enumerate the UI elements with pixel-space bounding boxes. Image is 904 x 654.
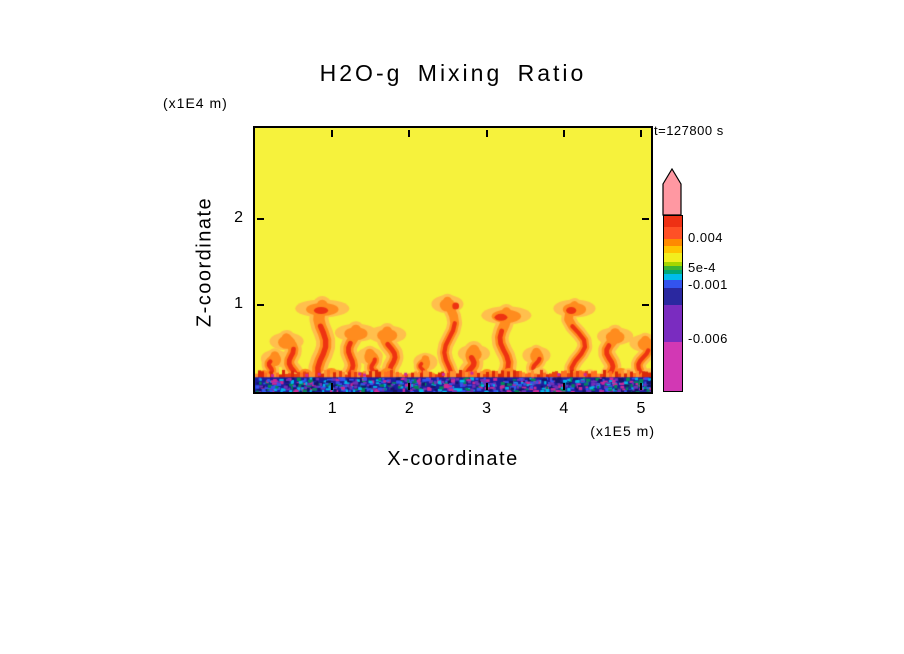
colorbar-segment [664, 244, 682, 253]
x-axis-label: X-coordinate [387, 448, 519, 470]
colorbar-segment [664, 341, 682, 391]
colorbar-label: 5e-4 [688, 259, 717, 275]
colorbar-segment [664, 304, 682, 342]
y-tick-label: 2 [234, 208, 243, 226]
y-axis-unit-label: (x1E4 m) [163, 95, 228, 111]
colorbar-label: -0.001 [688, 277, 728, 292]
x-tick-label: 1 [327, 400, 337, 417]
x-tick [485, 383, 488, 390]
x-tick [408, 383, 411, 390]
plot-area [253, 126, 653, 394]
y-tick-label: 1 [234, 295, 243, 313]
colorbar-segment [664, 215, 682, 228]
x-tick [331, 383, 334, 390]
x-tick [562, 130, 565, 137]
colorbar-segment [664, 237, 682, 246]
plot-title: H2O-g Mixing Ratio [319, 60, 587, 86]
x-tick-label: 5 [636, 400, 646, 417]
time-label: t=127800 s [654, 123, 724, 138]
colorbar-segment [664, 226, 682, 239]
x-axis-unit-label: (x1E5 m) [590, 423, 655, 439]
x-tick [331, 130, 334, 137]
colorbar-arrow [662, 168, 682, 216]
x-tick-label: 3 [482, 400, 492, 417]
colorbar-segment [664, 286, 682, 306]
heatmap-field [255, 128, 651, 392]
y-tick [642, 304, 649, 307]
x-tick [639, 130, 642, 137]
y-tick [257, 304, 264, 307]
x-tick [485, 130, 488, 137]
colorbar-segment [664, 251, 682, 263]
x-tick-label: 4 [559, 400, 569, 417]
colorbar-segment [664, 272, 682, 280]
x-tick [639, 383, 642, 390]
colorbar [663, 215, 683, 392]
x-tick-label: 2 [404, 400, 414, 417]
y-tick [257, 217, 264, 220]
colorbar-label: -0.006 [688, 331, 728, 347]
x-tick [408, 130, 411, 137]
x-tick [562, 383, 565, 390]
colorbar-label: 0.004 [688, 229, 724, 245]
y-tick [642, 217, 649, 220]
colorbar-segment [664, 278, 682, 288]
